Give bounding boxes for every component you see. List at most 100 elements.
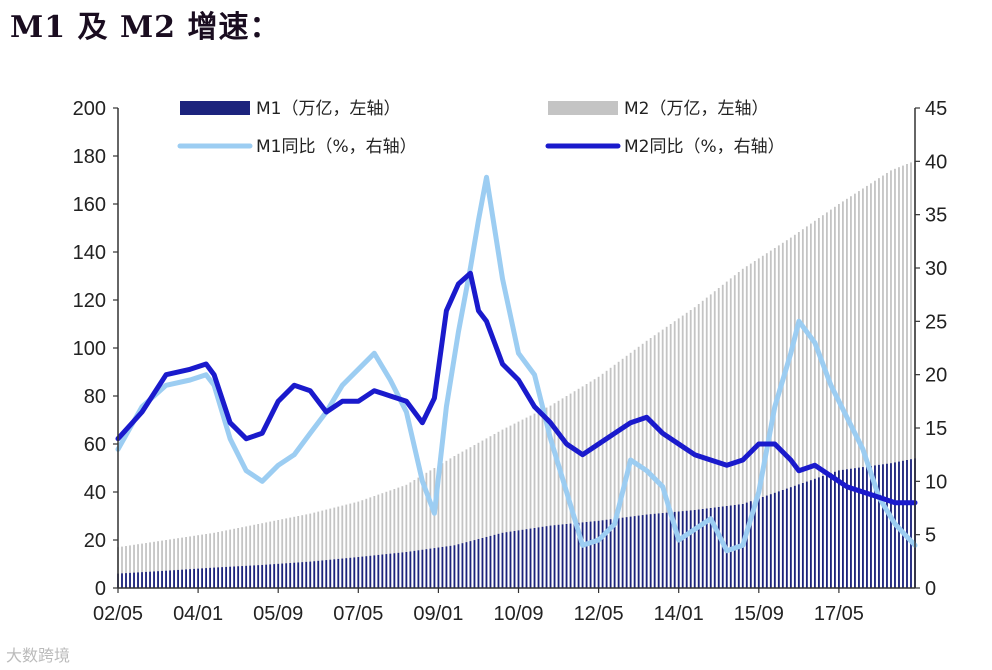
m1-bar <box>789 487 792 588</box>
m1-bar <box>689 510 692 588</box>
m2-bar <box>453 456 456 588</box>
left-tick-label: 60 <box>84 434 106 456</box>
m2-bar <box>661 329 664 588</box>
m2-bar <box>125 546 127 588</box>
m2-bar <box>317 511 320 588</box>
m1-bar <box>493 534 496 588</box>
m2-bar <box>805 226 808 588</box>
left-tick-label: 100 <box>73 338 106 360</box>
m1-bar <box>185 569 187 588</box>
m1-bar <box>817 477 820 588</box>
x-axis-ticks: 02/05 04/01 05/09 07/05 09/01 10/09 12/05 14/01… <box>93 588 864 625</box>
m2-bar <box>681 315 684 588</box>
m2-bar <box>373 496 376 588</box>
m2-bar <box>705 297 708 588</box>
m1-bar <box>745 502 748 588</box>
m2-bar <box>197 535 199 588</box>
m2-bar <box>725 281 728 588</box>
m2-bar <box>509 425 512 588</box>
m2-bar <box>765 253 768 588</box>
m1-bar <box>629 516 632 588</box>
m2-bar <box>673 321 676 588</box>
m1-bar <box>177 569 179 588</box>
left-tick-label: 40 <box>84 482 106 504</box>
m1-bar <box>473 540 476 588</box>
m2-bar <box>741 268 744 588</box>
left-tick-label: 80 <box>84 386 106 408</box>
m1-bar <box>293 562 296 588</box>
m2-bar <box>421 475 424 588</box>
m1-bar <box>757 498 760 588</box>
m1-bar <box>533 528 536 588</box>
m2-bar <box>549 405 552 588</box>
m2-bar <box>533 413 536 588</box>
m1-bar <box>153 571 155 588</box>
right-tick-label: 5 <box>925 525 936 547</box>
m1-bar <box>405 552 408 588</box>
m2-bar <box>301 515 304 588</box>
m2-bar <box>553 403 556 588</box>
m1-bar <box>673 511 676 588</box>
m2-bar <box>153 541 155 588</box>
m2-bar <box>890 170 892 588</box>
m1-bar <box>129 572 131 588</box>
m2-bar <box>289 517 292 588</box>
m1-bar <box>193 568 195 588</box>
m2-bar <box>825 212 828 588</box>
m2-bar <box>337 506 340 588</box>
m2-bar <box>173 538 175 588</box>
m1-bar <box>777 491 780 588</box>
m2-bar <box>669 324 672 588</box>
m2-bar <box>537 411 540 588</box>
m1-bar <box>581 522 584 588</box>
m2-bar <box>541 409 544 588</box>
m2-bar <box>409 482 412 588</box>
m2-yoy-line <box>115 270 918 506</box>
m2-bar <box>385 491 388 588</box>
m2-bar <box>870 183 872 588</box>
m2-bar <box>894 168 896 589</box>
m2-bar <box>809 223 812 588</box>
m2-bar <box>577 388 580 588</box>
m2-bar <box>145 543 147 588</box>
m1-bar <box>906 460 908 588</box>
m1-bar <box>669 512 672 588</box>
m1-bar <box>197 568 199 588</box>
m1-bar <box>317 560 320 588</box>
m1-bar <box>501 532 504 588</box>
m1-bar <box>886 463 888 588</box>
m1-bar <box>509 531 512 588</box>
m1-bar <box>221 567 224 588</box>
m1-bar <box>657 513 660 588</box>
m1-bar <box>133 572 135 588</box>
m2-bar <box>265 522 268 588</box>
legend-label: M1（万亿，左轴） <box>256 99 400 119</box>
m1-bar <box>253 565 256 588</box>
m1-bar <box>465 542 468 588</box>
m2-bar <box>309 513 312 588</box>
m2-bar <box>281 519 284 588</box>
m1-bar <box>505 532 508 588</box>
m2-bar <box>753 261 756 588</box>
yoy-lines <box>115 174 918 554</box>
m1-bar <box>709 508 712 588</box>
m1-bar <box>785 488 788 588</box>
m1-bar <box>257 565 260 588</box>
m2-bar <box>433 468 436 588</box>
m2-bar <box>910 162 912 588</box>
m1-bar <box>169 570 171 588</box>
m1-bar <box>361 556 364 588</box>
m1-bar <box>633 516 636 588</box>
m1-bar <box>617 518 620 588</box>
m2-bar <box>357 501 360 588</box>
m1-bar <box>525 529 528 588</box>
right-tick-label: 15 <box>925 418 947 440</box>
m1-bar <box>858 467 860 588</box>
m2-bar <box>621 358 624 588</box>
m1-bar <box>353 557 356 588</box>
m2-bar <box>325 509 328 588</box>
m2-bar <box>489 436 492 588</box>
m1-bar <box>377 554 380 588</box>
m1-bar <box>565 524 568 588</box>
m2-bar <box>429 470 432 588</box>
